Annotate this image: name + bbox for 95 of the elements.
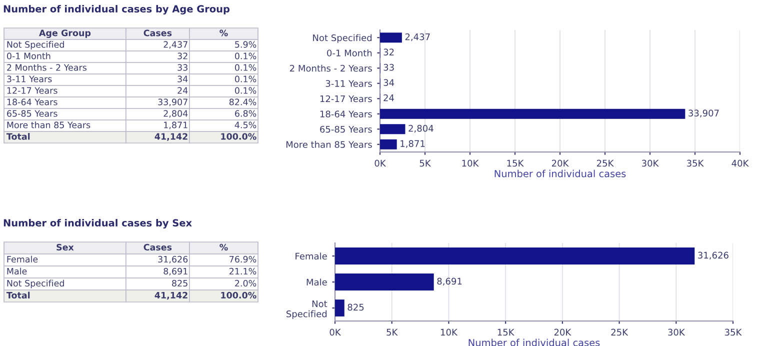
text: Sex <box>56 244 74 251</box>
text: 6.8% <box>235 110 256 117</box>
data-label: 825 <box>348 304 364 311</box>
data-label: 32 <box>384 48 394 56</box>
text: 32 <box>178 52 188 60</box>
text: 41,142 <box>154 133 188 141</box>
bar <box>380 139 397 150</box>
bar <box>380 108 686 119</box>
text: 12-17 Years <box>7 87 58 94</box>
y-tick-label: 0-1 Month <box>327 49 372 56</box>
x-tick-label: 0K <box>374 160 386 167</box>
x-tick-label: 15K <box>498 328 514 336</box>
bar <box>380 32 402 43</box>
text: Not Specified <box>7 41 64 50</box>
text: 65-85 Years <box>7 110 58 117</box>
data-label: 33 <box>384 64 394 71</box>
text: 33 <box>178 64 188 71</box>
text: 33,907 <box>158 98 188 106</box>
y-tick-label: 12-17 Years <box>320 95 372 102</box>
y-tick-label: More than 85 Years <box>286 140 372 148</box>
text: 82.4% <box>229 98 256 106</box>
data-label: 8,691 <box>437 278 462 286</box>
text: 0.1% <box>234 52 256 60</box>
text: 34 <box>178 76 188 82</box>
text: 4.5% <box>234 122 256 128</box>
y-tick-label: 65-85 Years <box>320 126 372 133</box>
data-label: 24 <box>384 94 394 102</box>
data-label: 33,907 <box>688 110 719 118</box>
x-tick-label: 35K <box>686 160 704 167</box>
x-tick-label: 15K <box>507 160 524 167</box>
text: 76.9% <box>230 256 256 263</box>
text: 31,626 <box>158 256 188 264</box>
text: Male <box>7 268 27 275</box>
data-label: 2,437 <box>405 33 430 42</box>
text: 1,871 <box>164 122 188 130</box>
bar <box>335 274 434 290</box>
text: 3-11 Years <box>7 76 52 82</box>
text: Number of individual cases by Age Group <box>4 5 230 14</box>
text: Cases <box>144 30 172 36</box>
text: 100.0% <box>221 133 256 140</box>
data-label: 31,626 <box>698 252 728 260</box>
x-tick-label: 0K <box>330 328 342 336</box>
x-tick-label: 30K <box>642 160 659 167</box>
y-tick-label: 3-11 Years <box>326 80 372 87</box>
x-tick-label: 25K <box>611 328 628 336</box>
y-tick-label: 2 Months - 2 Years <box>290 64 372 72</box>
text: 21.1% <box>229 268 256 275</box>
text: 18-64 Years <box>7 98 58 106</box>
text: 0.1% <box>234 64 256 71</box>
data-label: 34 <box>384 79 394 86</box>
x-tick-label: 10K <box>441 328 458 336</box>
text: 825 <box>172 280 188 287</box>
x-axis-title: Number of individual cases <box>468 338 600 346</box>
text: Age Group <box>38 30 91 38</box>
data-label: 1,871 <box>400 140 425 148</box>
x-tick-label: 20K <box>552 160 569 167</box>
x-tick-label: 20K <box>554 328 572 336</box>
x-tick-label: 40K <box>732 160 749 167</box>
bar <box>380 124 406 134</box>
text: 41,142 <box>154 292 188 300</box>
x-tick-label: 25K <box>596 160 614 167</box>
x-tick-label: 10K <box>462 160 479 167</box>
text: 0.1% <box>234 76 256 82</box>
bar <box>335 300 344 316</box>
text: % <box>220 30 228 36</box>
text: 24 <box>178 87 188 94</box>
x-axis-title: Number of individual cases <box>494 170 626 178</box>
text: 2.0% <box>235 280 256 287</box>
y-tick-label: Female <box>296 252 327 260</box>
y-tick-label: Not Specified <box>286 300 328 320</box>
text: 2,804 <box>164 110 188 118</box>
x-tick-label: 5K <box>420 160 432 167</box>
text: % <box>220 244 228 251</box>
text: Female <box>7 256 38 263</box>
text: Number of individual cases by Sex <box>4 219 192 228</box>
text: 2,437 <box>164 41 188 49</box>
text: Total <box>6 133 30 140</box>
data-label: 2,804 <box>408 124 434 133</box>
text: Total <box>6 292 30 299</box>
y-tick-label: 18-64 Years <box>320 110 372 118</box>
text: 0-1 Month <box>7 52 50 60</box>
x-tick-label: 35K <box>724 328 742 336</box>
text: More than 85 Years <box>7 122 90 128</box>
text: 5.9% <box>235 41 256 48</box>
text: 0.1% <box>234 87 256 94</box>
bar <box>335 248 695 264</box>
x-tick-label: 30K <box>668 328 686 336</box>
text: Not Specified <box>7 280 64 288</box>
x-tick-label: 5K <box>386 328 398 336</box>
text: 8,691 <box>164 268 188 276</box>
text: 2 Months - 2 Years <box>7 64 86 71</box>
text: Cases <box>144 244 172 251</box>
y-tick-label: Not Specified <box>313 34 372 43</box>
text: 100.0% <box>221 292 256 299</box>
y-tick-label: Male <box>306 278 327 286</box>
